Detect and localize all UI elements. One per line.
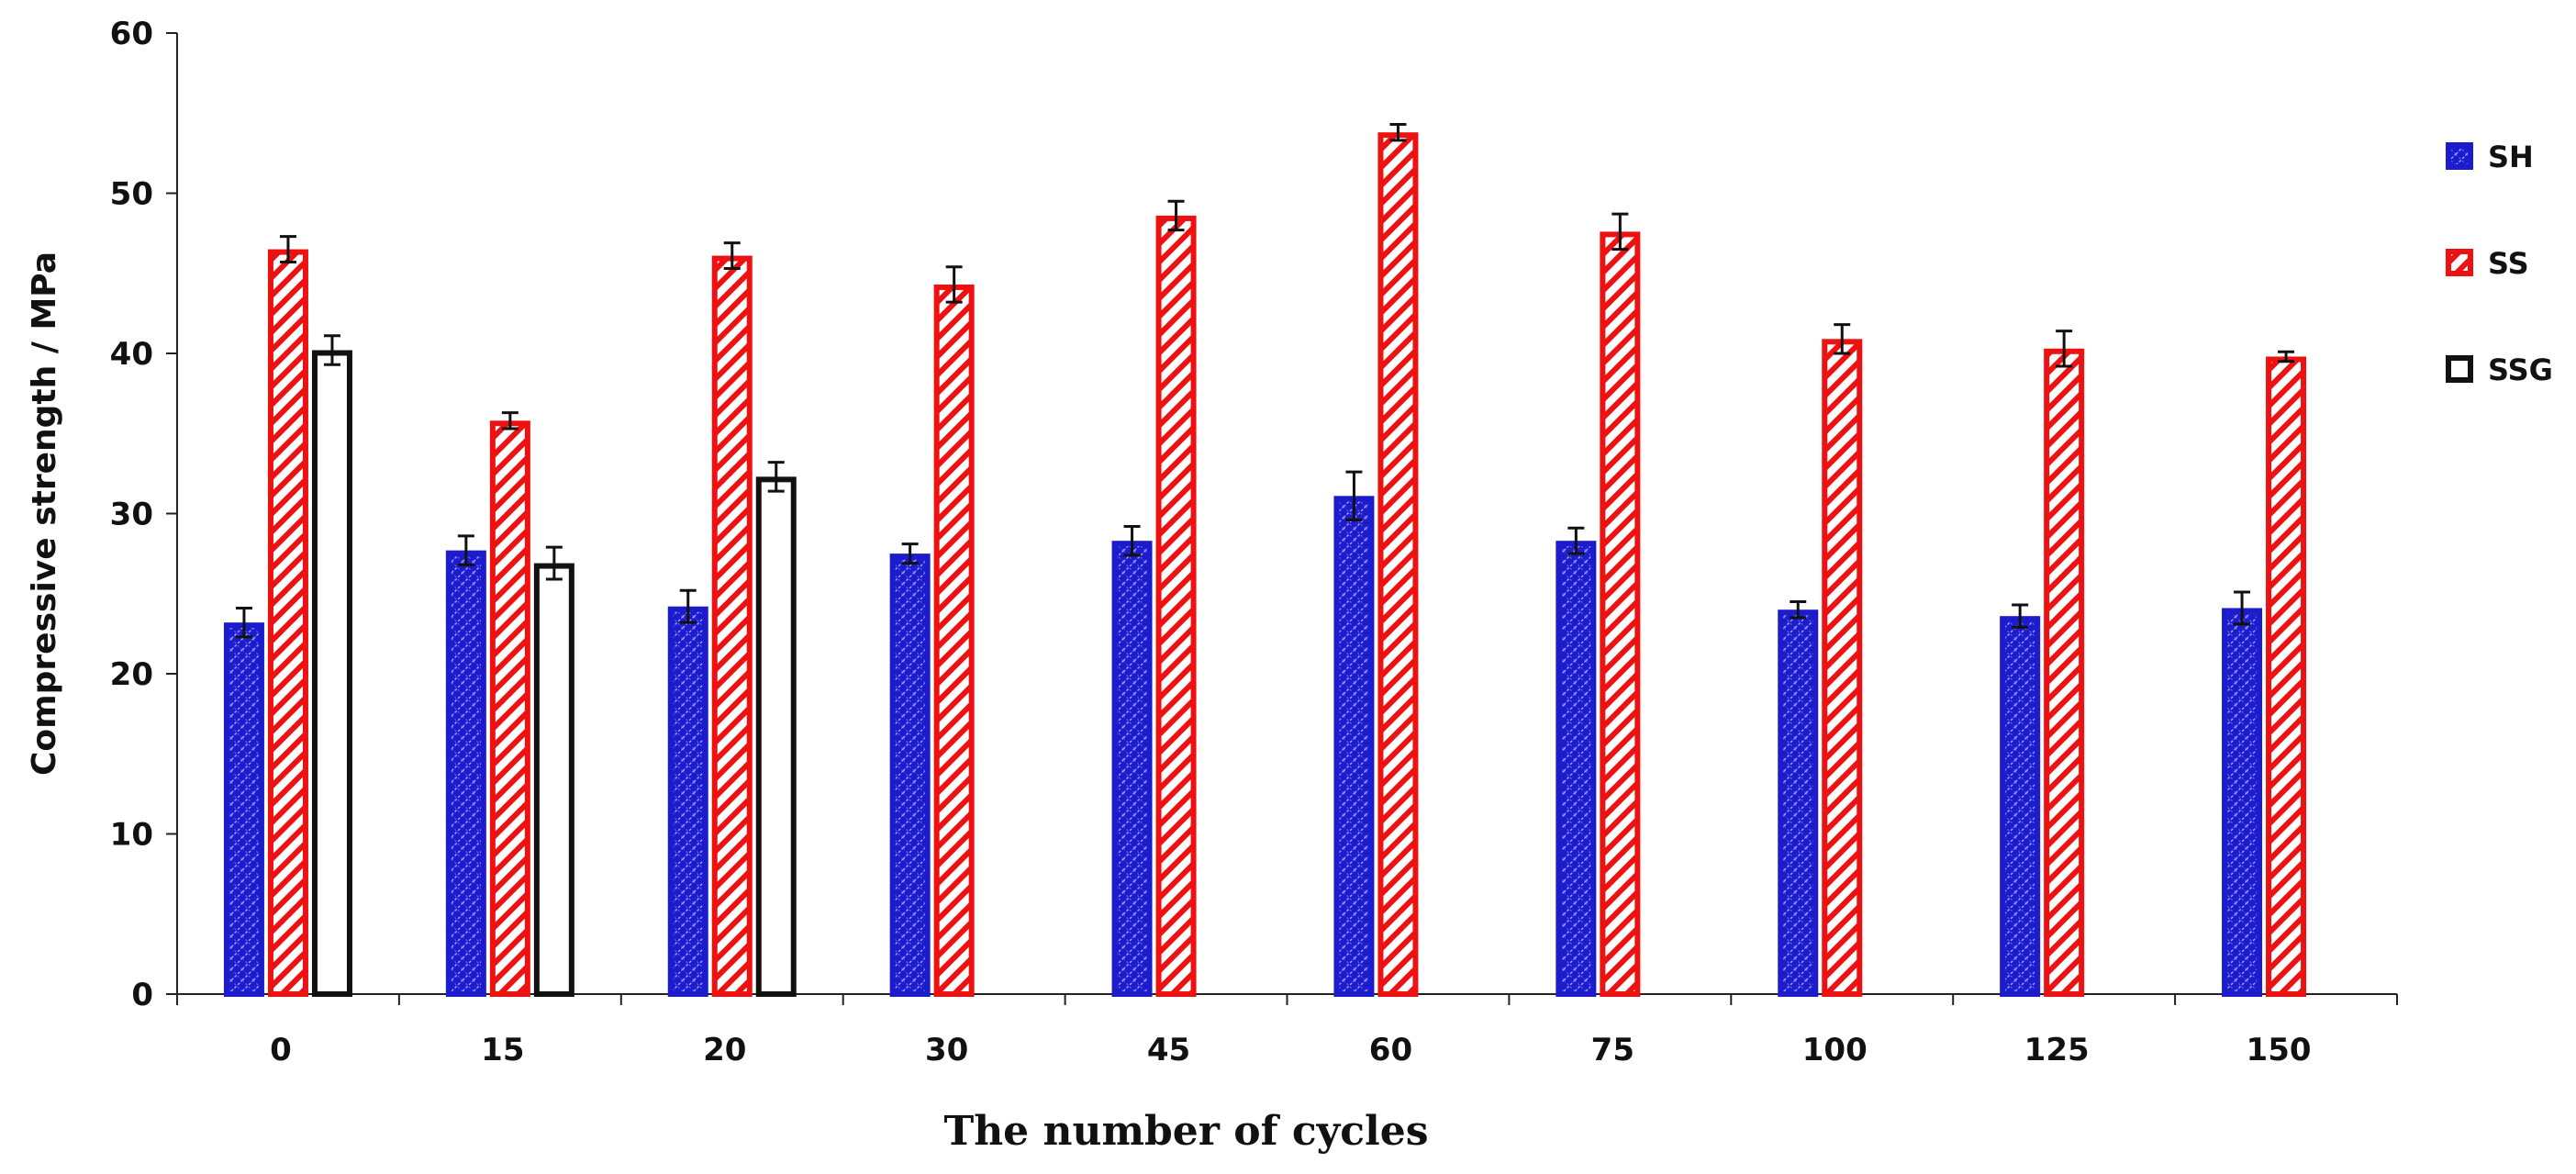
bar-sh-125	[2000, 616, 2041, 997]
y-axis-title: Compressive strength / MPa	[26, 252, 63, 776]
bar-sh-100	[1778, 609, 1819, 997]
y-tick-label: 40	[110, 336, 153, 373]
bar-ssg-20	[755, 476, 797, 997]
x-tick-label: 125	[2024, 1032, 2090, 1068]
y-ticks: 0 10 20 30 40 50 60	[110, 16, 177, 1013]
bar-ss-45	[1155, 215, 1197, 997]
x-axis-title: The number of cycles	[943, 1108, 1428, 1155]
bar-ss-20	[711, 255, 753, 997]
x-tick-label: 75	[1591, 1032, 1634, 1068]
legend: SH SS SSG	[2446, 140, 2553, 387]
bar-ss-75	[1600, 231, 1641, 997]
bar-ss-30	[933, 284, 975, 997]
legend-label-ssg: SSG	[2488, 352, 2553, 387]
x-tick-label: 45	[1147, 1032, 1190, 1068]
bar-sh-20	[667, 606, 708, 998]
x-tick-label: 20	[703, 1032, 746, 1068]
bar-ss-60	[1377, 132, 1419, 997]
legend-swatch-sh	[2446, 142, 2473, 170]
bar-sh-15	[445, 550, 486, 997]
x-tick-label: 0	[270, 1032, 292, 1068]
bar-sh-60	[1333, 496, 1375, 997]
bar-ssg-0	[311, 350, 352, 997]
x-tick-label: 30	[925, 1032, 968, 1068]
legend-label-sh: SH	[2488, 140, 2534, 174]
bar-ss-0	[267, 249, 308, 997]
y-tick-label: 60	[110, 16, 153, 52]
y-tick-label: 10	[110, 817, 153, 854]
bar-sh-75	[1556, 541, 1597, 997]
x-tick-label: 60	[1369, 1032, 1412, 1068]
x-tick-label: 15	[481, 1032, 524, 1068]
y-tick-label: 50	[110, 176, 153, 213]
bar-sh-45	[1111, 541, 1153, 997]
x-ticks: 0 15 20 30 45 60 75 100 125 150	[176, 994, 2398, 1068]
y-tick-label: 20	[110, 656, 153, 693]
x-tick-label: 150	[2247, 1032, 2312, 1068]
error-bars	[235, 122, 2295, 639]
bar-ss-15	[489, 420, 530, 998]
x-tick-label: 100	[1802, 1032, 1868, 1068]
bar-ss-100	[1822, 339, 1863, 998]
bar-ss-125	[2044, 348, 2085, 997]
bar-ssg-15	[533, 563, 574, 997]
legend-swatch-ss	[2446, 249, 2473, 276]
bar-sh-0	[223, 622, 264, 997]
bars	[223, 132, 2307, 998]
bar-ss-150	[2266, 356, 2307, 997]
bar-sh-30	[889, 553, 931, 997]
legend-swatch-ssg	[2446, 355, 2473, 383]
bar-sh-150	[2222, 608, 2263, 998]
legend-label-ss: SS	[2488, 246, 2529, 281]
y-tick-label: 30	[110, 497, 153, 533]
y-tick-label: 0	[131, 977, 153, 1013]
